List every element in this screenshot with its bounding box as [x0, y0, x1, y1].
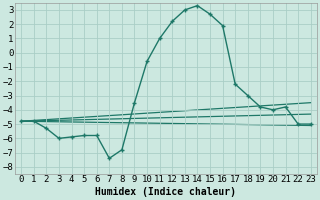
X-axis label: Humidex (Indice chaleur): Humidex (Indice chaleur) [95, 187, 236, 197]
